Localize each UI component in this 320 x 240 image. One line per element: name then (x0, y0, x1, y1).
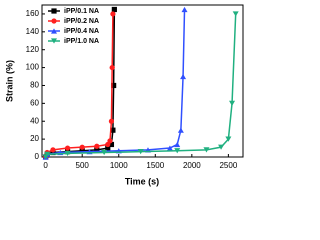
marker (50, 149, 56, 156)
marker (180, 73, 187, 80)
y-tick-label: 80 (30, 81, 39, 90)
legend-marker (51, 28, 57, 34)
marker (110, 127, 116, 133)
marker (218, 144, 225, 150)
marker (109, 64, 115, 71)
marker (203, 147, 210, 153)
marker (107, 138, 113, 144)
marker (177, 127, 184, 133)
series-line (44, 13, 237, 158)
legend-marker (51, 18, 57, 24)
x-tick-label: 0 (43, 161, 48, 170)
marker (105, 145, 111, 151)
y-tick-label: 20 (30, 134, 39, 143)
marker (94, 143, 100, 149)
legend-marker (51, 8, 57, 14)
marker (79, 144, 85, 150)
marker (174, 141, 181, 148)
marker (50, 147, 56, 153)
marker (79, 148, 85, 154)
y-tick-label: 100 (26, 63, 40, 72)
y-axis-label: Strain (%) (4, 60, 14, 102)
y-tick-label: 120 (26, 45, 40, 54)
x-tick-label: 500 (76, 161, 90, 170)
marker (108, 118, 115, 124)
chart: Time (s) Strain (%) 0 500 1000 1500 2000 2500… (4, 4, 244, 186)
marker (44, 151, 51, 157)
legend-marker (51, 38, 57, 44)
x-tick-label: 1000 (110, 161, 128, 170)
legend-label: iPP/0.2 NA (64, 18, 99, 25)
marker (181, 6, 188, 13)
legend-label: iPP/1.0 NA (64, 38, 99, 45)
y-tick-label: 40 (30, 116, 39, 125)
legend-label: iPP/0.1 NA (64, 8, 99, 15)
x-tick-label: 2000 (183, 161, 201, 170)
legend-label: iPP/0.4 NA (64, 28, 99, 35)
marker (64, 150, 71, 157)
y-tick-label: 160 (26, 9, 40, 18)
marker (110, 11, 116, 17)
y-tick-label: 140 (26, 27, 40, 36)
marker (108, 141, 115, 148)
marker (101, 149, 108, 156)
marker (137, 149, 144, 155)
marker (174, 148, 181, 154)
x-axis-label: Time (s) (125, 176, 159, 186)
y-tick-label: 60 (30, 98, 39, 107)
x-tick-label: 2500 (219, 161, 237, 170)
x-tick-label: 1500 (146, 161, 164, 170)
marker (225, 136, 232, 142)
marker (229, 100, 236, 106)
y-tick-label: 0 (35, 152, 40, 161)
marker (111, 6, 117, 13)
series-line (44, 13, 114, 158)
plot-frame (41, 4, 244, 158)
marker (166, 145, 173, 151)
marker (64, 145, 71, 151)
marker (232, 11, 239, 17)
marker (111, 82, 117, 89)
marker (94, 147, 100, 153)
